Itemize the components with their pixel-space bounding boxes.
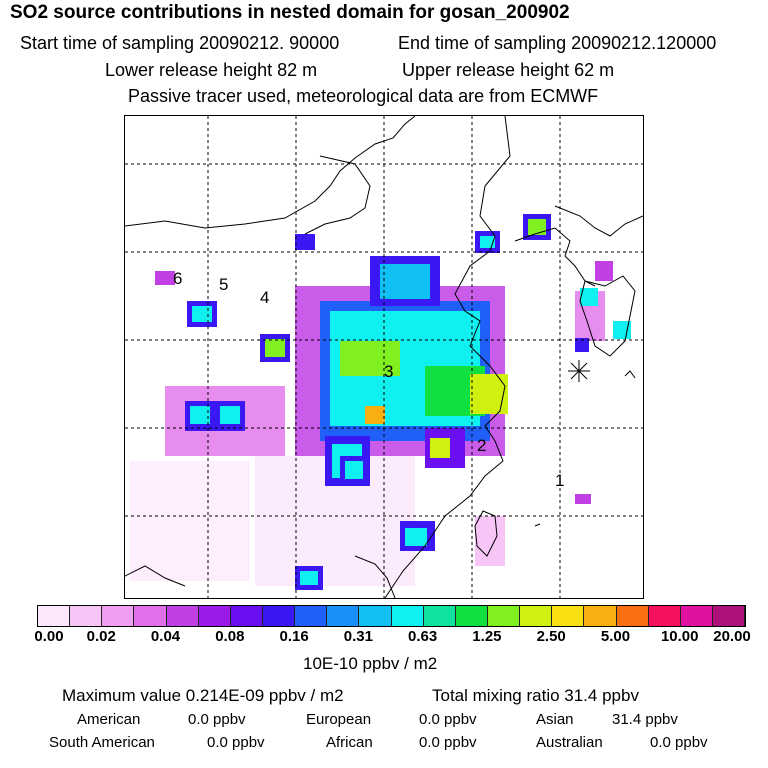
color-cell xyxy=(680,606,713,626)
color-cell xyxy=(230,606,263,626)
units-label: 10E-10 ppbv / m2 xyxy=(303,654,438,673)
end-time-text: End time of sampling 20090212.120000 xyxy=(398,33,717,53)
color-cell xyxy=(616,606,649,626)
coastline-layer xyxy=(125,116,643,598)
region-name: South American xyxy=(49,734,155,751)
total-mixing-text: Total mixing ratio 31.4 ppbv xyxy=(432,686,639,705)
color-cell xyxy=(520,606,553,626)
tracer-note-text: Passive tracer used, meteorological data… xyxy=(128,86,599,106)
receptor-label-1: 1 xyxy=(555,471,565,490)
receptor-star-icon xyxy=(568,360,590,382)
receptor-label-3: 3 xyxy=(384,362,394,381)
map-canvas xyxy=(125,116,643,598)
color-cell xyxy=(102,606,135,626)
scale-tick-label: 2.50 xyxy=(536,628,566,645)
scale-tick-label: 10.00 xyxy=(660,628,699,645)
scale-tick-label: 0.08 xyxy=(215,628,245,645)
start-time-text: Start time of sampling 20090212. 90000 xyxy=(20,33,340,53)
color-cell xyxy=(198,606,231,626)
receptor-label-5: 5 xyxy=(219,275,229,294)
scale-tick-label: 1.25 xyxy=(472,628,502,645)
region-name: American xyxy=(77,711,141,728)
region-name: Australian xyxy=(536,734,603,751)
upper-release-text: Upper release height 62 m xyxy=(402,60,615,80)
color-cell xyxy=(455,606,488,626)
scale-tick-label: 20.00 xyxy=(713,628,751,645)
color-cell xyxy=(391,606,424,626)
color-scale-ticks: 0.00 0.02 0.04 0.08 0.16 0.31 0.63 1.25 2.50 5.00… xyxy=(0,628,768,648)
color-cell xyxy=(552,606,585,626)
color-cell xyxy=(359,606,392,626)
color-cell xyxy=(70,606,103,626)
lower-release-text: Lower release height 82 m xyxy=(105,60,318,80)
region-name: Asian xyxy=(536,711,574,728)
max-value-text: Maximum value 0.214E-09 ppbv / m2 xyxy=(62,686,344,705)
receptor-label-4: 4 xyxy=(260,288,270,307)
region-value: 0.0 ppbv xyxy=(650,734,708,751)
color-cell xyxy=(423,606,456,626)
region-value: 31.4 ppbv xyxy=(612,711,678,728)
region-name: African xyxy=(326,734,373,751)
scale-tick-label: 5.00 xyxy=(600,628,631,645)
contribution-map: 1 2 3 4 5 6 xyxy=(124,115,644,599)
receptor-label-2: 2 xyxy=(477,436,487,455)
color-cell xyxy=(327,606,360,626)
region-value: 0.0 ppbv xyxy=(188,711,246,728)
color-cell xyxy=(648,606,681,626)
color-cell xyxy=(712,606,746,626)
color-cell xyxy=(134,606,167,626)
color-cell xyxy=(487,606,521,626)
scale-tick-label: 0.04 xyxy=(150,628,181,645)
color-cell xyxy=(38,606,71,626)
plume-layer xyxy=(130,214,631,590)
scale-tick-label: 0.63 xyxy=(408,628,438,645)
color-cell xyxy=(584,606,617,626)
scale-tick-label: 0.00 xyxy=(34,628,64,645)
region-value: 0.0 ppbv xyxy=(419,734,477,751)
scale-tick-label: 0.02 xyxy=(86,628,116,645)
receptor-label-6: 6 xyxy=(173,269,183,288)
color-scale-bar xyxy=(37,605,746,627)
scale-tick-label: 0.31 xyxy=(343,628,373,645)
color-cell xyxy=(295,606,328,626)
region-value: 0.0 ppbv xyxy=(207,734,265,751)
grid-layer xyxy=(125,116,643,598)
color-cell xyxy=(262,606,296,626)
color-cell xyxy=(166,606,199,626)
map-title: SO2 source contributions in nested domai… xyxy=(10,2,570,23)
region-name: European xyxy=(306,711,372,728)
scale-tick-label: 0.16 xyxy=(279,628,309,645)
region-value: 0.0 ppbv xyxy=(419,711,477,728)
